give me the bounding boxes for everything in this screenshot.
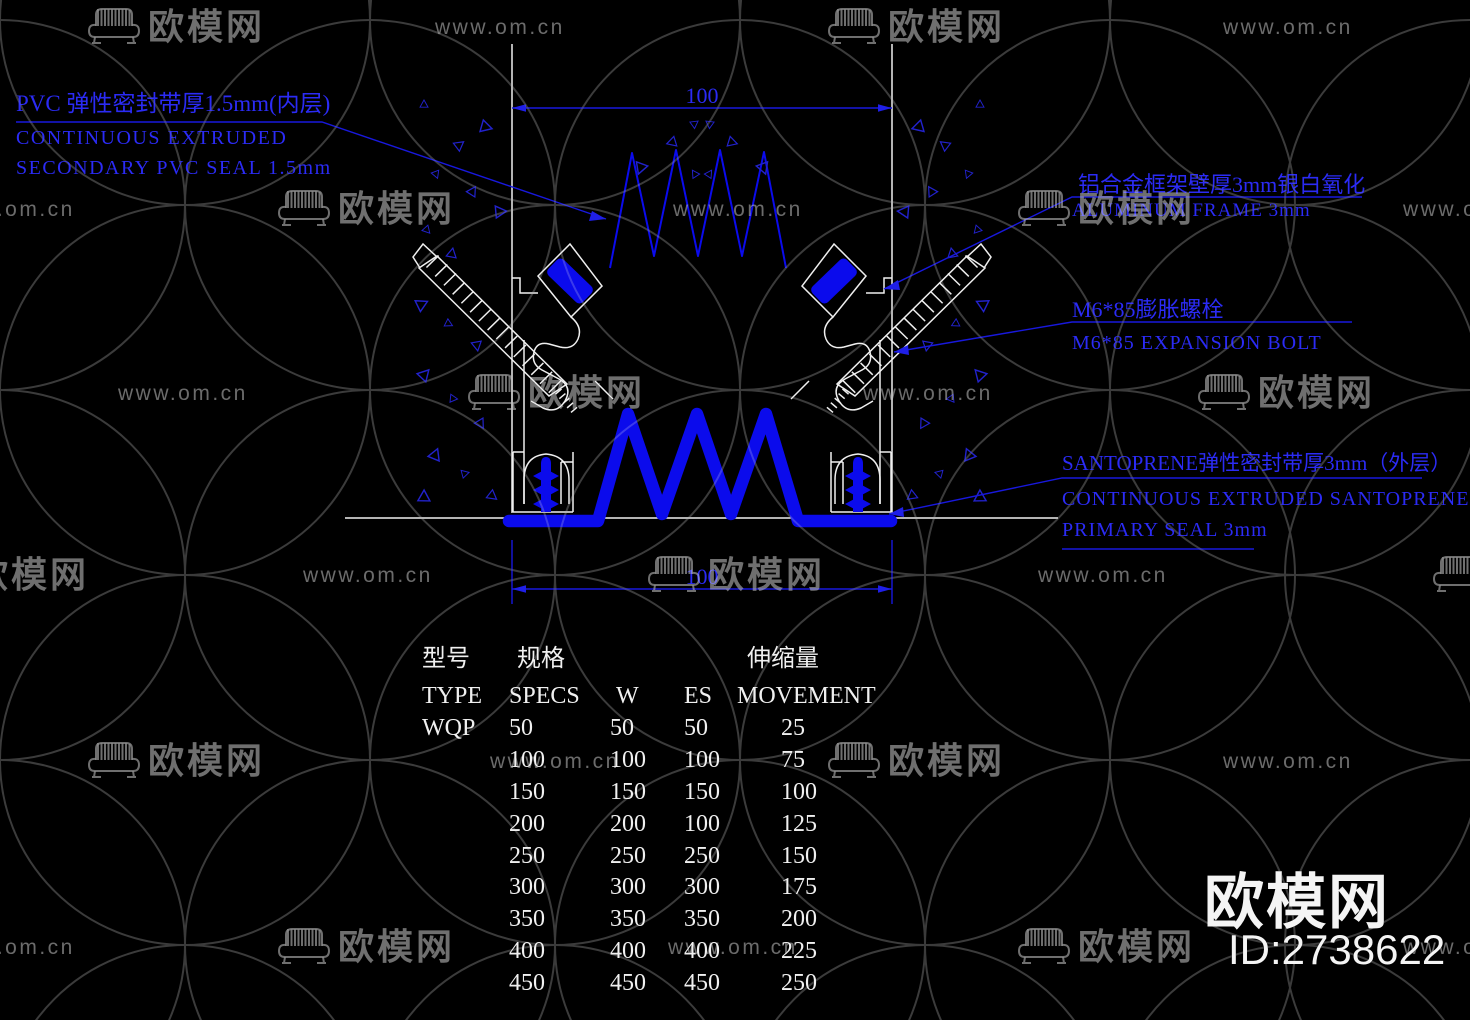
- cell-movement: 200: [781, 906, 817, 933]
- cell-movement: 175: [781, 874, 817, 901]
- table-row: 350 350 350 200: [422, 904, 882, 936]
- cell-movement: 125: [781, 810, 817, 837]
- cell-es: 150: [684, 778, 720, 805]
- dimension-bottom-value: 100: [686, 564, 719, 589]
- spec-table: 型号 规格 伸缩量 TYPE SPECS W ES MOVEMENT WQP 5…: [422, 630, 882, 999]
- cell-specs: 50: [509, 715, 533, 742]
- callout-alu-frame-cn: 铝合金框架壁厚3mm银白氧化: [1078, 172, 1366, 197]
- cell-specs: 300: [509, 874, 545, 901]
- cell-movement: 25: [781, 715, 805, 742]
- cell-w: 50: [610, 715, 634, 742]
- cell-es: 50: [684, 715, 708, 742]
- cell-specs: 350: [509, 906, 545, 933]
- cell-movement: 150: [781, 842, 817, 869]
- table-row: 250 250 250 150: [422, 840, 882, 872]
- cell-movement: 250: [781, 969, 817, 996]
- callout-santoprene-cn: SANTOPRENE弹性密封带厚3mm（外层）: [1062, 451, 1452, 475]
- seal-anchor-firtree: [533, 457, 559, 512]
- callout-santoprene-en2: PRIMARY SEAL 3mm: [1062, 519, 1268, 541]
- site-id: ID:2738622: [1228, 926, 1446, 973]
- cell-specs: 250: [509, 842, 545, 869]
- callout-pvc-seal-en2: SECONDARY PVC SEAL 1.5mm: [16, 157, 332, 179]
- callout-santoprene-en1: CONTINUOUS EXTRUDED SANTOPRENE: [1062, 488, 1470, 510]
- dimension-top: 100: [512, 83, 892, 112]
- cell-movement: 75: [781, 747, 805, 774]
- cell-w: 150: [610, 778, 646, 805]
- pvc-seal-clamp-block: [547, 258, 593, 304]
- cell-w: 250: [610, 842, 646, 869]
- aluminum-frame-right: [790, 242, 992, 513]
- table-row: 200 200 100 125: [422, 808, 882, 840]
- table-row: 450 450 450 250: [422, 967, 882, 999]
- table-header-en: TYPE SPECS W ES MOVEMENT: [422, 680, 882, 713]
- callout-expansion-bolt-en: M6*85 EXPANSION BOLT: [1072, 332, 1322, 354]
- callout-pvc-seal-cn: PVC 弹性密封带厚1.5mm(内层): [16, 91, 331, 116]
- dimension-top-value: 100: [686, 83, 719, 108]
- cell-es: 450: [684, 969, 720, 996]
- dimension-bottom: 100: [511, 540, 893, 604]
- cell-w: 200: [610, 810, 646, 837]
- table-row: 100 100 100 75: [422, 745, 882, 777]
- aluminum-frame-left: [512, 242, 614, 513]
- header-type-cn: 型号: [422, 644, 470, 672]
- cell-specs: 150: [509, 778, 545, 805]
- callout-pvc-seal-en1: CONTINUOUS EXTRUDED: [16, 127, 288, 149]
- cell-w: 100: [610, 747, 646, 774]
- cell-specs: 400: [509, 937, 545, 964]
- cell-w: 400: [610, 937, 646, 964]
- cell-specs: 100: [509, 747, 545, 774]
- cell-w: 350: [610, 906, 646, 933]
- cell-specs: 200: [509, 810, 545, 837]
- cell-es: 350: [684, 906, 720, 933]
- pvc-secondary-seal: [609, 149, 787, 269]
- table-header-cn: 型号 规格 伸缩量: [422, 630, 882, 680]
- header-w: W: [616, 683, 639, 709]
- cell-w: 300: [610, 874, 646, 901]
- header-movement: MOVEMENT: [737, 683, 876, 709]
- cell-es: 100: [684, 747, 720, 774]
- cell-es: 300: [684, 874, 720, 901]
- table-row: WQP 50 50 50 25: [422, 713, 882, 745]
- header-es: ES: [684, 683, 713, 709]
- cell-es: 250: [684, 842, 720, 869]
- cell-type: WQP: [422, 715, 476, 742]
- header-movement-cn: 伸缩量: [747, 644, 819, 672]
- table-row: 150 150 150 100: [422, 777, 882, 809]
- callout-expansion-bolt-cn: M6*85膨胀螺栓: [1072, 297, 1224, 322]
- table-row: 300 300 300 175: [422, 872, 882, 904]
- header-specs: SPECS: [509, 683, 580, 709]
- header-specs-cn: 规格: [517, 644, 565, 672]
- cell-es: 400: [684, 937, 720, 964]
- cell-w: 450: [610, 969, 646, 996]
- cell-specs: 450: [509, 969, 545, 996]
- header-type: TYPE: [422, 683, 482, 709]
- cell-movement: 225: [781, 937, 817, 964]
- cell-movement: 100: [781, 778, 817, 805]
- cell-es: 100: [684, 810, 720, 837]
- table-row: 400 400 400 225: [422, 936, 882, 968]
- callout-alu-frame-en: ALUMINUM FRAME 3mm: [1072, 200, 1311, 221]
